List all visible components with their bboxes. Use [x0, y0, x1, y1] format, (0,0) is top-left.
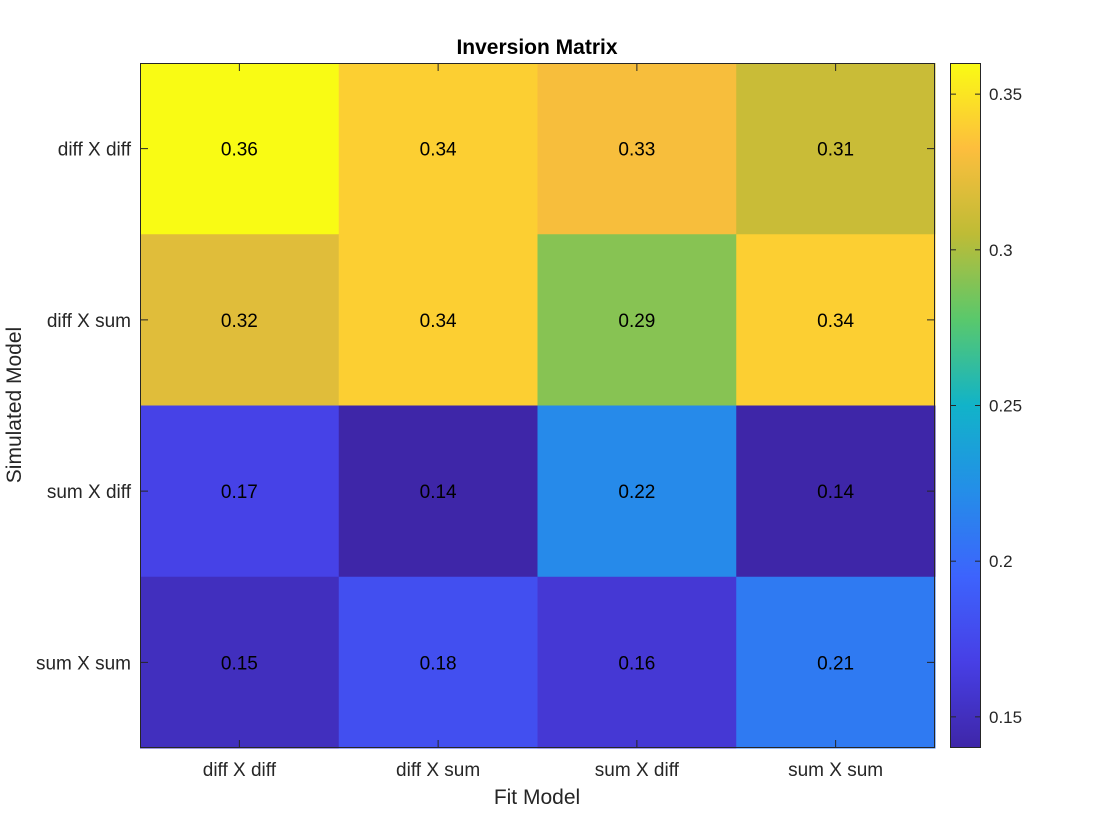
cell-value-label: 0.14 [420, 482, 457, 503]
heatmap-cell [736, 576, 936, 749]
y-tick-label: diff X diff [58, 140, 132, 161]
colorbar: 0.15 0.2 0.25 0.3 0.35 [950, 63, 1022, 748]
y-tick-label: sum X sum [36, 653, 131, 674]
colorbar-tick-label: 0.3 [989, 241, 1013, 260]
cell-value-label: 0.29 [618, 311, 655, 332]
x-tick-label: sum X sum [788, 760, 883, 781]
cell-value-label: 0.16 [618, 653, 655, 674]
heatmap-cell [537, 576, 737, 749]
cell-value-label: 0.17 [221, 482, 258, 503]
y-tick-label: diff X sum [47, 311, 131, 332]
x-tick-label: diff X diff [203, 760, 277, 781]
colorbar-tick-label: 0.2 [989, 552, 1013, 571]
x-tick-label: sum X diff [595, 760, 680, 781]
heatmap-cell [736, 63, 936, 235]
heatmap-cell [140, 234, 340, 406]
heatmap-cell [736, 234, 936, 406]
cell-value-label: 0.21 [817, 653, 854, 674]
cell-value-label: 0.33 [618, 140, 655, 161]
cell-value-label: 0.32 [221, 311, 258, 332]
heatmap-cell [338, 405, 538, 578]
y-tick-label: sum X diff [47, 482, 132, 503]
x-axis-label: Fit Model [494, 786, 580, 809]
x-tick-label: diff X sum [396, 760, 480, 781]
cell-value-label: 0.18 [420, 653, 457, 674]
x-axis-ticks: diff X diff diff X sum sum X diff sum X sum [203, 63, 883, 781]
heatmap-cell [537, 234, 737, 406]
cell-value-label: 0.34 [817, 311, 854, 332]
colorbar-tick-label: 0.25 [989, 397, 1022, 416]
colorbar-tick-label: 0.15 [989, 708, 1022, 727]
cell-value-label: 0.22 [618, 482, 655, 503]
cell-value-label: 0.15 [221, 653, 258, 674]
cell-value-label: 0.31 [817, 140, 854, 161]
heatmap-cell [537, 63, 737, 235]
cell-value-label: 0.34 [420, 311, 457, 332]
heatmap-cell [140, 405, 340, 578]
heatmap-cell [140, 576, 340, 749]
heatmap-cell [338, 576, 538, 749]
heatmap-cells [140, 63, 936, 749]
chart-title: Inversion Matrix [456, 36, 617, 59]
colorbar-tick-label: 0.35 [989, 85, 1022, 104]
heatmap-cell [736, 405, 936, 578]
cell-value-label: 0.34 [420, 140, 457, 161]
heatmap-cell [338, 63, 538, 235]
y-axis-label: Simulated Model [3, 327, 26, 483]
heatmap-cell [537, 405, 737, 578]
cell-value-label: 0.36 [221, 140, 258, 161]
axes-frame [140, 63, 935, 748]
heatmap-cell [140, 63, 340, 235]
cell-value-labels: 0.36 0.34 0.33 0.31 0.32 0.34 0.29 0.34 0.17 0.14… [221, 140, 855, 675]
heatmap-cell [338, 234, 538, 406]
y-axis-ticks: diff X diff diff X sum sum X diff sum X sum [36, 140, 935, 674]
cell-value-label: 0.14 [817, 482, 854, 503]
